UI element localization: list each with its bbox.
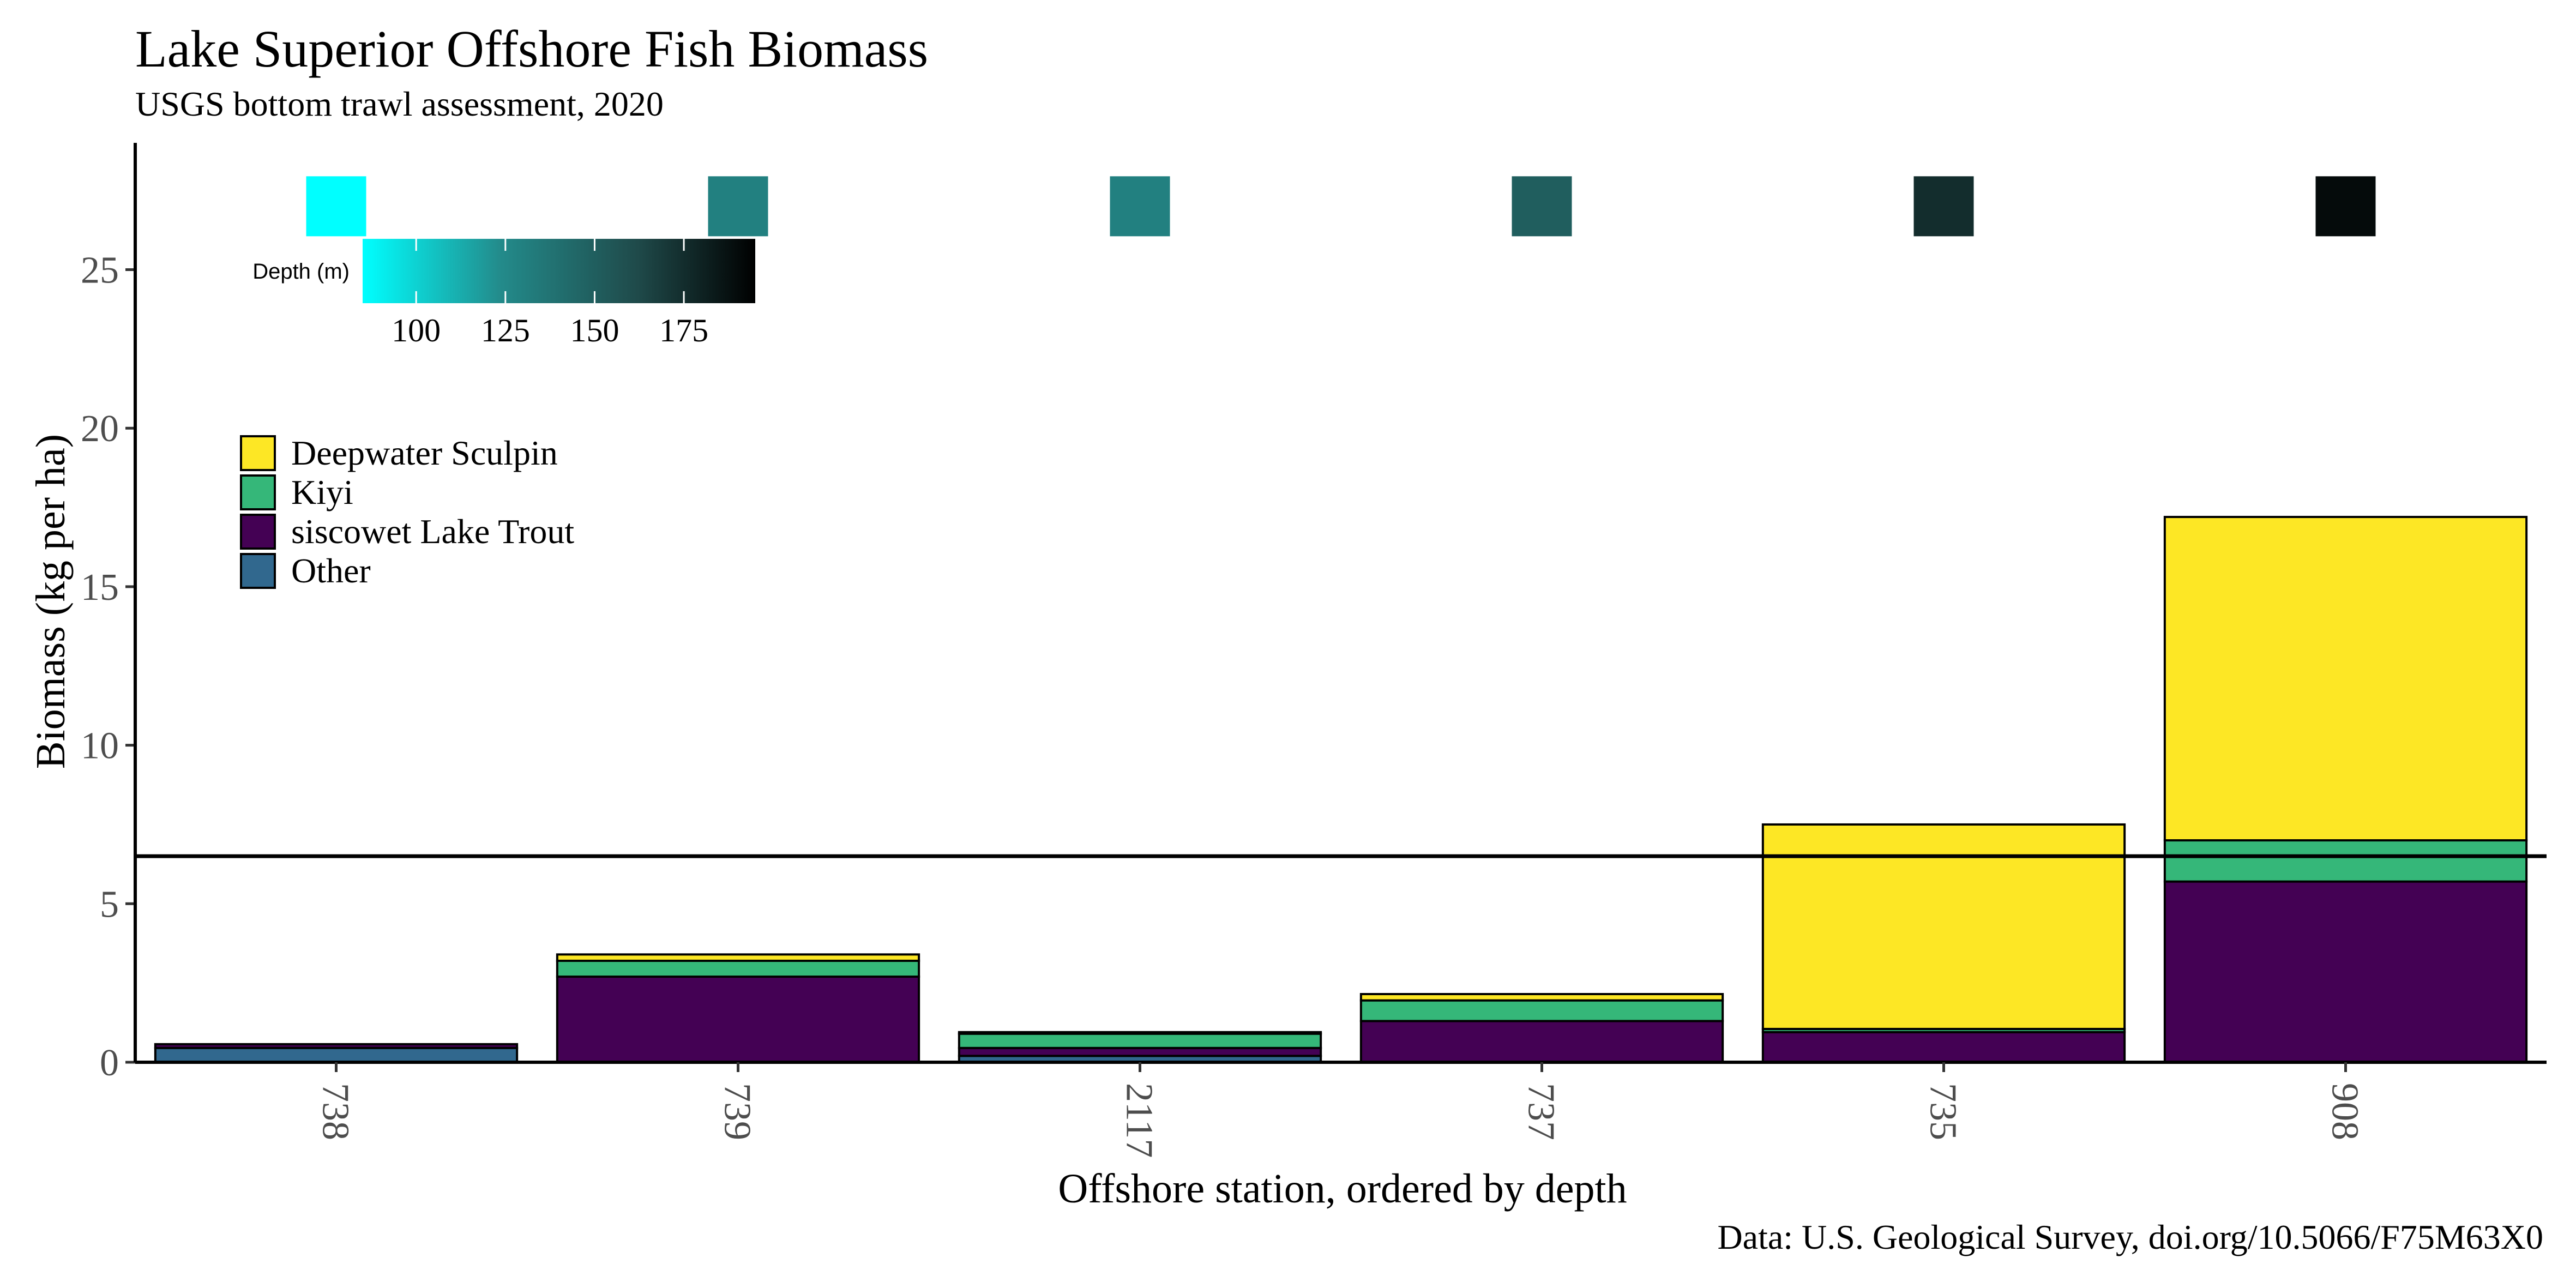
bar-segment [2163, 839, 2528, 883]
bar-segment [556, 976, 920, 1063]
x-tick-label: 737 [1520, 1083, 1562, 1140]
depth-marker [1512, 176, 1572, 237]
legend-label: Other [291, 551, 371, 590]
legend-item: Kiyi [240, 473, 353, 511]
x-axis-label: Offshore station, ordered by depth [1058, 1166, 1627, 1212]
chart-title: Lake Superior Offshore Fish Biomass [135, 20, 928, 78]
depth-marker [708, 176, 768, 237]
legend-label: Deepwater Sculpin [291, 434, 558, 472]
bar-segment [1761, 823, 2126, 1030]
x-tick-label: 735 [1922, 1083, 1964, 1140]
y-tick-label: 5 [100, 883, 119, 925]
bar-stack [556, 953, 920, 1063]
x-tick-label: 908 [2324, 1083, 2366, 1140]
bar-segment [1359, 1020, 1724, 1063]
colorbar-tick-label: 150 [570, 312, 619, 348]
bar-segment [154, 1043, 519, 1049]
depth-marker [1110, 176, 1170, 237]
bar-segment [1359, 999, 1724, 1022]
bar-segment [556, 959, 920, 978]
depth-colorbar-gradient [363, 239, 755, 303]
legend-item: siscowet Lake Trout [240, 512, 574, 551]
legend-swatch [240, 474, 276, 510]
legend-swatch [240, 514, 276, 550]
depth-colorbar: Depth (m) 100 125 150 175 [252, 239, 755, 348]
colorbar-tick-label: 175 [659, 312, 708, 348]
y-tick-label: 0 [100, 1042, 119, 1084]
x-tick-label: 739 [717, 1083, 759, 1140]
bar-segment [2163, 880, 2528, 1063]
colorbar-tick-label: 125 [481, 312, 530, 348]
bar-stacks [154, 516, 2528, 1064]
depth-colorbar-title: Depth (m) [252, 260, 350, 284]
y-tick-label: 25 [81, 250, 119, 292]
y-axis: 0 5 10 15 20 25 [81, 250, 135, 1084]
depth-marker [306, 176, 366, 237]
y-axis-label: Biomass (kg per ha) [28, 434, 74, 769]
bar-segment [958, 1032, 1322, 1049]
y-tick-label: 10 [81, 725, 119, 767]
bar-segment [1761, 1031, 2126, 1063]
y-tick-label: 15 [81, 567, 119, 609]
legend-label: Kiyi [291, 473, 353, 511]
x-tick-label: 2117 [1118, 1083, 1160, 1158]
bar-stack [958, 1031, 1322, 1064]
x-axis: 738 739 2117 737 735 908 [134, 143, 2547, 1158]
legend-swatch [240, 553, 276, 589]
bar-stack [154, 1043, 519, 1063]
depth-marker [1913, 176, 1974, 237]
y-tick-label: 20 [81, 408, 119, 450]
bar-stack [1359, 993, 1724, 1063]
colorbar-tick-label: 100 [392, 312, 441, 348]
legend-item: Deepwater Sculpin [240, 434, 558, 472]
legend-item: Other [240, 551, 371, 590]
bar-segment [958, 1031, 1322, 1035]
bar-segment [556, 953, 920, 962]
bar-segment [154, 1046, 519, 1063]
bar-segment [1359, 993, 1724, 1002]
chart-subtitle: USGS bottom trawl assessment, 2020 [135, 85, 664, 123]
bar-stack [1761, 823, 2126, 1063]
x-tick-label: 738 [315, 1083, 357, 1140]
bar-segment [958, 1046, 1322, 1057]
bar-stack [2163, 516, 2528, 1063]
bar-segment [2163, 516, 2528, 842]
legend-swatch [240, 435, 276, 471]
chart-caption: Data: U.S. Geological Survey, doi.org/10… [1717, 1218, 2543, 1256]
depth-markers [306, 176, 2376, 237]
legend-label: siscowet Lake Trout [291, 512, 574, 551]
depth-marker [2315, 176, 2376, 237]
